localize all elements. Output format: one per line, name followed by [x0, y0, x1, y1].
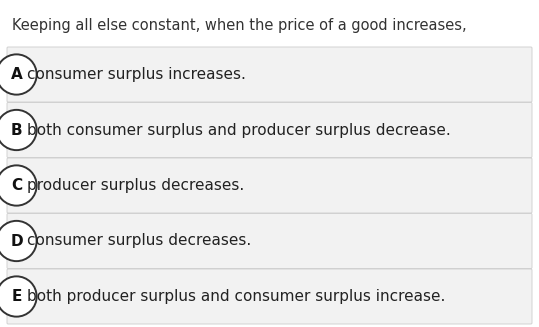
- FancyBboxPatch shape: [7, 214, 532, 268]
- Text: B: B: [11, 123, 22, 137]
- Text: D: D: [10, 233, 23, 249]
- Text: producer surplus decreases.: producer surplus decreases.: [27, 178, 244, 193]
- Text: consumer surplus decreases.: consumer surplus decreases.: [27, 233, 251, 249]
- Circle shape: [0, 165, 37, 206]
- Circle shape: [0, 221, 37, 261]
- Text: consumer surplus increases.: consumer surplus increases.: [27, 67, 246, 82]
- Text: E: E: [11, 289, 22, 304]
- Circle shape: [0, 276, 37, 317]
- Text: both consumer surplus and producer surplus decrease.: both consumer surplus and producer surpl…: [27, 123, 451, 137]
- Circle shape: [0, 110, 37, 150]
- FancyBboxPatch shape: [7, 47, 532, 102]
- Circle shape: [0, 54, 37, 95]
- FancyBboxPatch shape: [7, 102, 532, 158]
- FancyBboxPatch shape: [7, 269, 532, 324]
- FancyBboxPatch shape: [7, 158, 532, 213]
- Text: both producer surplus and consumer surplus increase.: both producer surplus and consumer surpl…: [27, 289, 445, 304]
- Text: A: A: [11, 67, 23, 82]
- Text: C: C: [11, 178, 22, 193]
- Text: Keeping all else constant, when the price of a good increases,: Keeping all else constant, when the pric…: [12, 18, 467, 33]
